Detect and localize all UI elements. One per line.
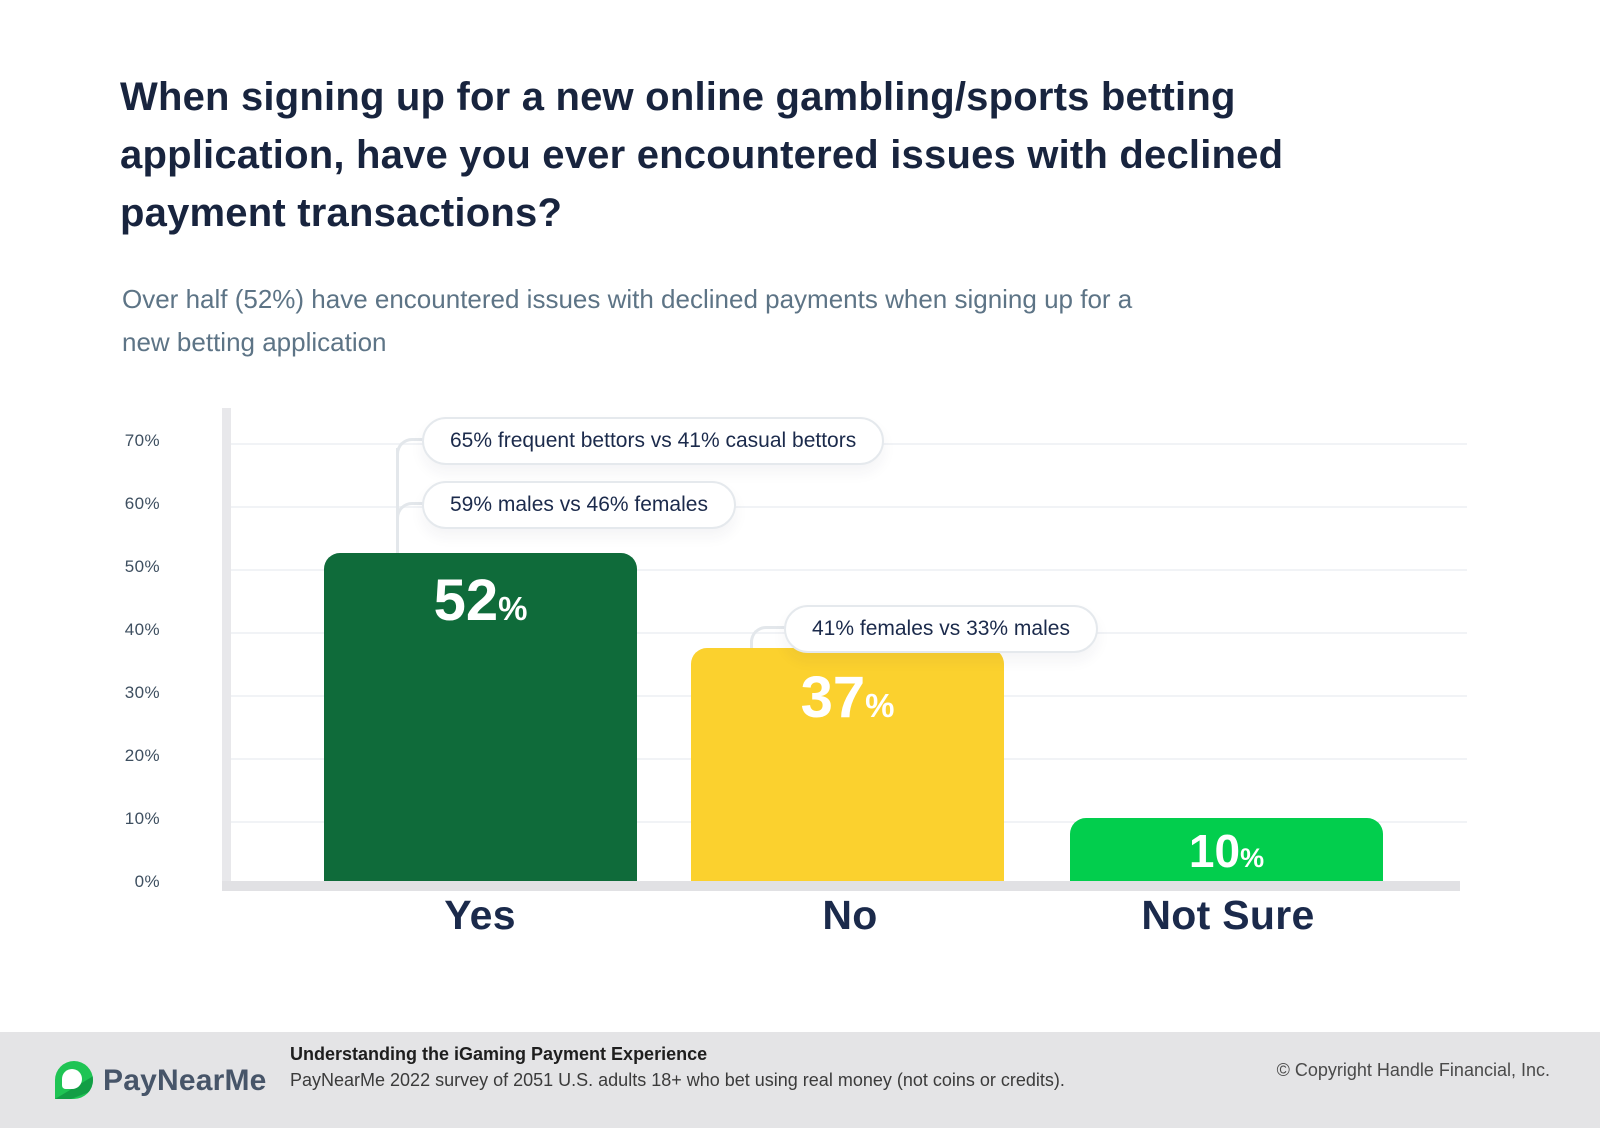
report-title: Understanding the iGaming Payment Experi… [290,1044,708,1064]
bar-chart-plot-area: 52% 37% 10% [222,408,1467,881]
paynearme-logo-icon [55,1061,93,1099]
y-tick-50: 50% [124,557,160,576]
report-subtitle: PayNearMe 2022 survey of 2051 U.S. adult… [290,1070,1065,1090]
callout-connector-elbow-2 [396,502,423,532]
y-tick-10: 10% [124,809,160,828]
y-tick-30: 30% [124,683,160,702]
y-tick-60: 60% [124,494,160,513]
bar-value-yes: 52% [433,568,528,633]
bar-value-no: 37% [800,665,895,730]
page-title: When signing up for a new online gamblin… [120,75,1284,235]
x-axis-line [222,881,1460,891]
bar-not-sure: 10% [1070,818,1383,881]
bar-value-not-sure: 10% [1188,825,1265,877]
x-label-yes: Yes [444,892,516,938]
brand-name: PayNearMe [103,1064,267,1097]
copyright-notice: © Copyright Handle Financial, Inc. [1276,1060,1550,1080]
gridline-60 [231,506,1467,508]
x-label-no: No [822,892,878,938]
gridline-50 [231,569,1467,571]
y-axis-line [222,408,231,891]
y-tick-0: 0% [134,872,160,891]
x-label-not-sure: Not Sure [1141,892,1315,938]
bar-no: 37% [691,648,1004,881]
y-tick-20: 20% [124,746,160,765]
callout-connector-elbow-3 [750,626,785,656]
callout-connector-elbow-1 [396,438,423,468]
callout-connector-yes [396,448,399,553]
callout-males-vs-females-yes: 59% males vs 46% females [422,481,736,529]
y-tick-40: 40% [124,620,160,639]
footer-bar: PayNearMe Understanding the iGaming Paym… [0,1032,1600,1128]
page-subtitle: Over half (52%) have encountered issues … [122,284,1133,357]
y-tick-70: 70% [124,431,160,450]
bar-yes: 52% [324,553,637,881]
callout-females-vs-males-no: 41% females vs 33% males [784,605,1098,653]
callout-frequent-vs-casual: 65% frequent bettors vs 41% casual betto… [422,417,885,465]
footer-report-info: Understanding the iGaming Payment Experi… [290,1041,1065,1093]
